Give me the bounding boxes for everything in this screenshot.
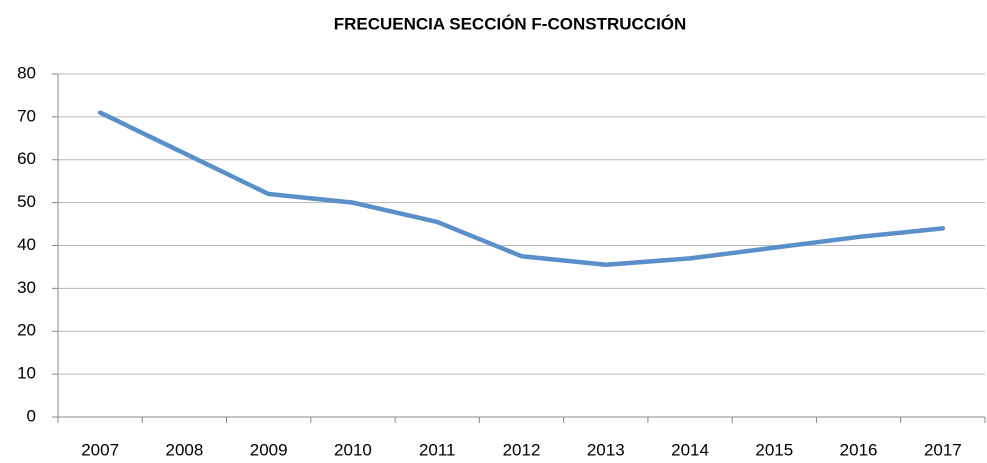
y-tick-label: 40 [17, 235, 36, 254]
y-tick-label: 70 [17, 106, 36, 125]
x-tick-label: 2010 [334, 440, 372, 459]
y-tick-label: 30 [17, 278, 36, 297]
y-tick-label: 20 [17, 321, 36, 340]
x-tick-label: 2009 [250, 440, 288, 459]
x-tick-label: 2013 [587, 440, 625, 459]
x-tick-label: 2017 [924, 440, 962, 459]
y-tick-label: 80 [17, 63, 36, 82]
data-line [97, 110, 946, 268]
y-tick-label: 10 [17, 364, 36, 383]
x-tick-label: 2008 [165, 440, 203, 459]
x-tick-label: 2015 [755, 440, 793, 459]
x-tick-label: 2012 [503, 440, 541, 459]
chart-title: FRECUENCIA SECCIÓN F-CONSTRUCCIÓN [334, 14, 687, 33]
x-tick-label: 2014 [671, 440, 709, 459]
x-tick-label: 2011 [419, 440, 456, 459]
x-tick-label: 2007 [81, 440, 119, 459]
y-tick-label: 0 [27, 406, 36, 425]
y-tick-label: 50 [17, 192, 36, 211]
y-tick-label: 60 [17, 149, 36, 168]
x-tick-label: 2016 [840, 440, 878, 459]
